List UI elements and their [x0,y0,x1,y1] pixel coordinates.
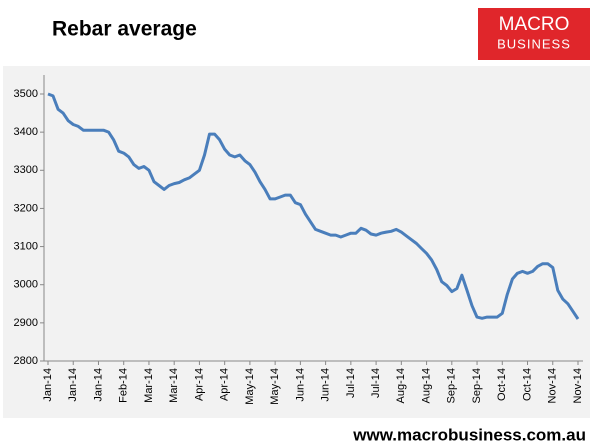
chart-background [3,66,590,418]
website: www.macrobusiness.com.au [352,425,586,444]
x-tick-label: May-14 [269,368,281,405]
x-tick-label: Jul-14 [345,368,357,398]
x-tick-label: May-14 [244,368,256,405]
logo-box [478,8,590,60]
x-tick-label: Oct-14 [521,368,533,401]
line-series [47,92,580,320]
x-tick-label: Oct-14 [496,368,508,401]
chart-title: Rebar average [52,18,197,41]
x-tick-label: Mar-14 [168,368,180,403]
y-tick-label: 3100 [14,240,38,252]
x-tick-label: Aug-14 [420,368,432,403]
y-tick-label: 2800 [14,355,38,367]
x-tick-label: Feb-14 [118,368,130,403]
x-tick-label: Sep-14 [471,368,483,403]
x-tick-label: Jan-14 [42,368,54,402]
x-tick-label: Jul-14 [370,368,382,398]
x-tick-label: Sep-14 [446,368,458,403]
logo-text: BUSINESS [497,36,571,51]
x-tick-label: Jun-14 [320,368,332,402]
x-tick-label: Jun-14 [294,368,306,402]
y-tick-label: 2900 [14,317,38,329]
x-tick-label: Jan-14 [67,368,79,402]
x-tick-label: Nov-14 [547,368,559,403]
y-tick-label: 3000 [14,279,38,291]
x-tick-label: Aug-14 [395,368,407,403]
y-tick-label: 3200 [14,202,38,214]
x-tick-label: Apr-14 [219,368,231,401]
x-tick-label: Nov-14 [572,368,584,403]
y-tick-label: 3300 [14,164,38,176]
y-tick-label: 3500 [14,88,38,100]
x-tick-label: Jan-14 [92,368,104,402]
logo-text: MACRO [499,14,570,35]
y-tick-label: 3400 [14,126,38,138]
x-tick-label: Mar-14 [143,368,155,403]
x-tick-label: Apr-14 [193,368,205,401]
